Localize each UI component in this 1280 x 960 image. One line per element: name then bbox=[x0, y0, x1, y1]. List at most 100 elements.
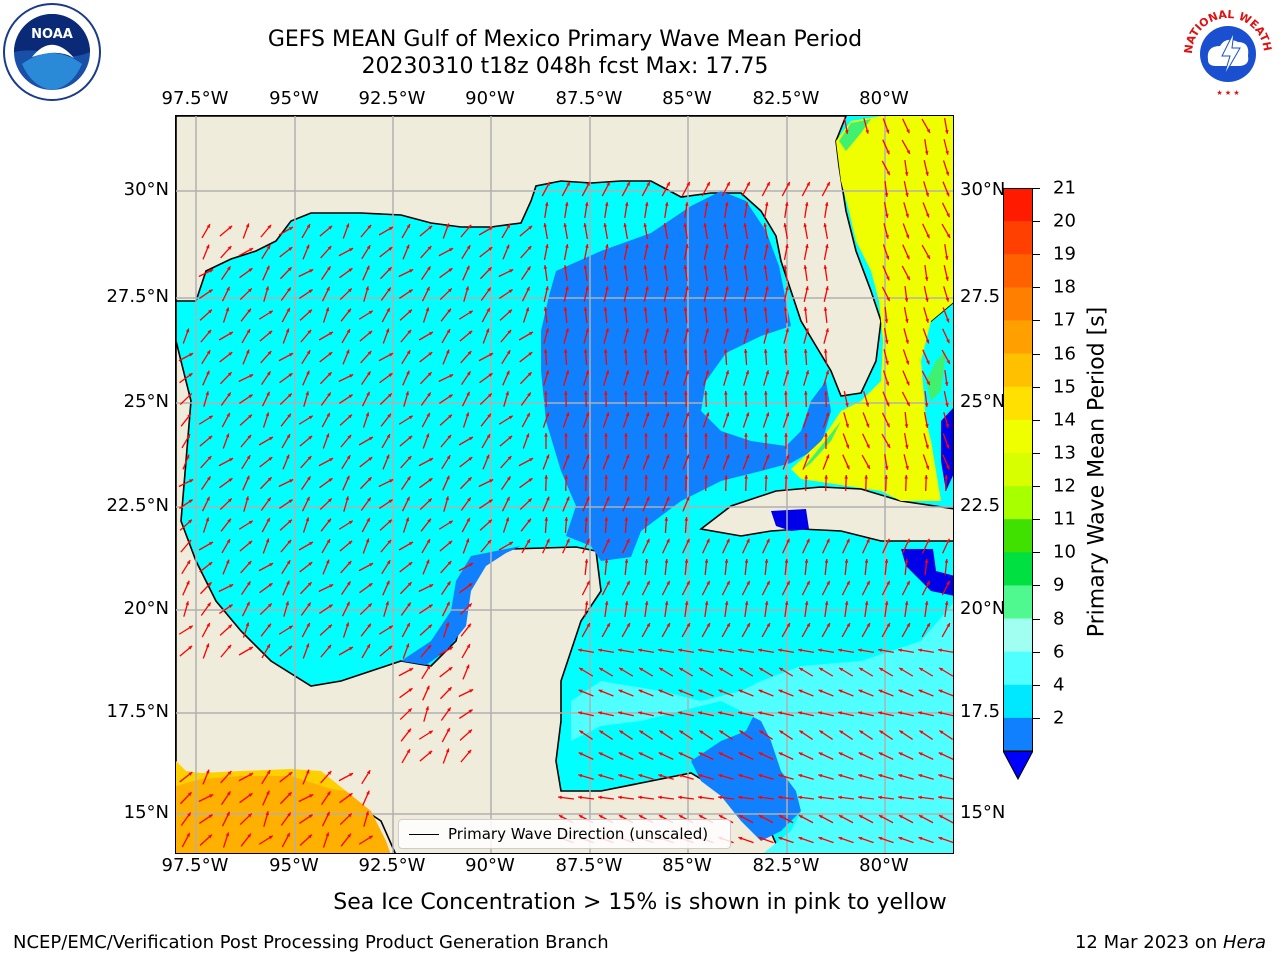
direction-arrow bbox=[644, 201, 649, 219]
direction-arrow bbox=[743, 223, 749, 239]
direction-arrow bbox=[543, 306, 548, 324]
direction-arrow bbox=[922, 223, 930, 239]
direction-arrow bbox=[460, 371, 472, 385]
direction-arrow bbox=[362, 412, 370, 428]
direction-arrow bbox=[442, 622, 450, 638]
direction-arrow bbox=[604, 558, 609, 576]
direction-arrow bbox=[241, 601, 251, 617]
direction-arrow bbox=[578, 689, 594, 697]
direction-arrow bbox=[599, 729, 613, 741]
direction-arrow bbox=[583, 348, 588, 366]
direction-arrow bbox=[682, 496, 690, 512]
contour-under2-cuba bbox=[771, 509, 809, 531]
direction-arrow bbox=[399, 581, 413, 595]
direction-arrow bbox=[804, 390, 808, 408]
direction-arrow bbox=[179, 645, 193, 657]
direction-arrow bbox=[781, 181, 791, 197]
direction-arrow bbox=[398, 268, 414, 278]
direction-arrow bbox=[279, 498, 293, 510]
direction-arrow bbox=[399, 707, 413, 721]
direction-arrow bbox=[221, 811, 231, 827]
direction-arrow bbox=[921, 118, 931, 134]
lon-tick-label-bottom: 97.5°W bbox=[161, 855, 229, 876]
direction-arrow bbox=[584, 558, 589, 576]
direction-arrow bbox=[783, 286, 789, 302]
direction-arrow bbox=[702, 538, 710, 554]
direction-arrow bbox=[398, 541, 414, 551]
direction-arrow bbox=[801, 622, 811, 638]
host-name: Hera bbox=[1222, 932, 1266, 953]
direction-arrow bbox=[564, 433, 568, 449]
direction-arrow bbox=[883, 328, 889, 344]
direction-arrow bbox=[622, 496, 630, 512]
lat-tick-label-right: 27.5 bbox=[960, 286, 1001, 307]
direction-arrow bbox=[741, 580, 751, 596]
direction-arrow bbox=[664, 474, 668, 492]
direction-arrow bbox=[818, 648, 834, 654]
direction-arrow bbox=[623, 286, 629, 302]
direction-arrow bbox=[643, 306, 648, 324]
direction-arrow bbox=[498, 415, 514, 425]
direction-arrow bbox=[622, 412, 630, 428]
direction-arrow bbox=[339, 287, 353, 301]
direction-arrow bbox=[762, 454, 770, 470]
direction-arrow bbox=[778, 711, 794, 717]
direction-arrow bbox=[460, 623, 472, 637]
direction-arrow bbox=[823, 286, 829, 302]
direction-arrow bbox=[622, 538, 630, 554]
direction-arrow bbox=[742, 412, 750, 428]
direction-arrow bbox=[621, 622, 631, 638]
direction-arrow bbox=[804, 201, 809, 219]
direction-arrow bbox=[178, 352, 194, 362]
colorbar-tick-mark bbox=[1033, 585, 1040, 587]
direction-arrow bbox=[338, 247, 354, 257]
direction-arrow bbox=[823, 370, 830, 386]
direction-arrow bbox=[763, 264, 768, 282]
direction-arrow bbox=[259, 602, 273, 616]
direction-arrow bbox=[763, 286, 769, 302]
direction-arrow bbox=[460, 224, 472, 238]
lon-tick-label-top: 90°W bbox=[465, 88, 515, 109]
direction-arrow bbox=[642, 538, 650, 554]
direction-arrow bbox=[519, 225, 533, 237]
direction-arrow bbox=[619, 729, 633, 741]
direction-arrow bbox=[602, 496, 610, 512]
direction-arrow bbox=[321, 538, 331, 554]
direction-arrow bbox=[339, 267, 353, 279]
direction-arrow bbox=[279, 246, 293, 258]
direction-arrow bbox=[944, 474, 948, 492]
direction-arrow bbox=[864, 558, 869, 576]
direction-arrow bbox=[898, 774, 914, 780]
direction-arrow bbox=[823, 348, 828, 366]
direction-arrow bbox=[518, 331, 534, 341]
direction-arrow bbox=[402, 643, 410, 659]
direction-arrow bbox=[300, 329, 312, 343]
direction-arrow bbox=[402, 517, 410, 533]
sea-ice-note: Sea Ice Concentration > 15% is shown in … bbox=[333, 890, 947, 915]
direction-arrow bbox=[302, 244, 310, 260]
direction-arrow bbox=[764, 474, 768, 492]
direction-arrow bbox=[420, 518, 432, 532]
direction-arrow bbox=[320, 518, 332, 532]
direction-arrow bbox=[879, 729, 893, 741]
direction-arrow bbox=[459, 582, 473, 594]
direction-arrow bbox=[638, 711, 654, 717]
direction-arrow bbox=[280, 287, 292, 301]
direction-arrow bbox=[361, 643, 371, 659]
direction-arrow bbox=[400, 455, 412, 469]
date-stamp: 12 Mar 2023 on Hera bbox=[1074, 932, 1266, 953]
colorbar-tick-mark bbox=[1033, 287, 1040, 289]
direction-arrow bbox=[598, 648, 614, 654]
direction-arrow bbox=[420, 644, 432, 658]
direction-arrow bbox=[781, 622, 791, 638]
lon-tick-label-bottom: 85°W bbox=[662, 855, 712, 876]
direction-arrow bbox=[602, 538, 610, 554]
direction-arrow bbox=[884, 180, 889, 198]
direction-arrow bbox=[238, 772, 254, 782]
direction-arrow bbox=[803, 244, 809, 260]
direction-arrow bbox=[838, 711, 854, 717]
direction-arrow bbox=[563, 244, 569, 260]
direction-arrow bbox=[339, 792, 353, 804]
direction-arrow bbox=[602, 454, 610, 470]
direction-arrow bbox=[442, 475, 450, 491]
